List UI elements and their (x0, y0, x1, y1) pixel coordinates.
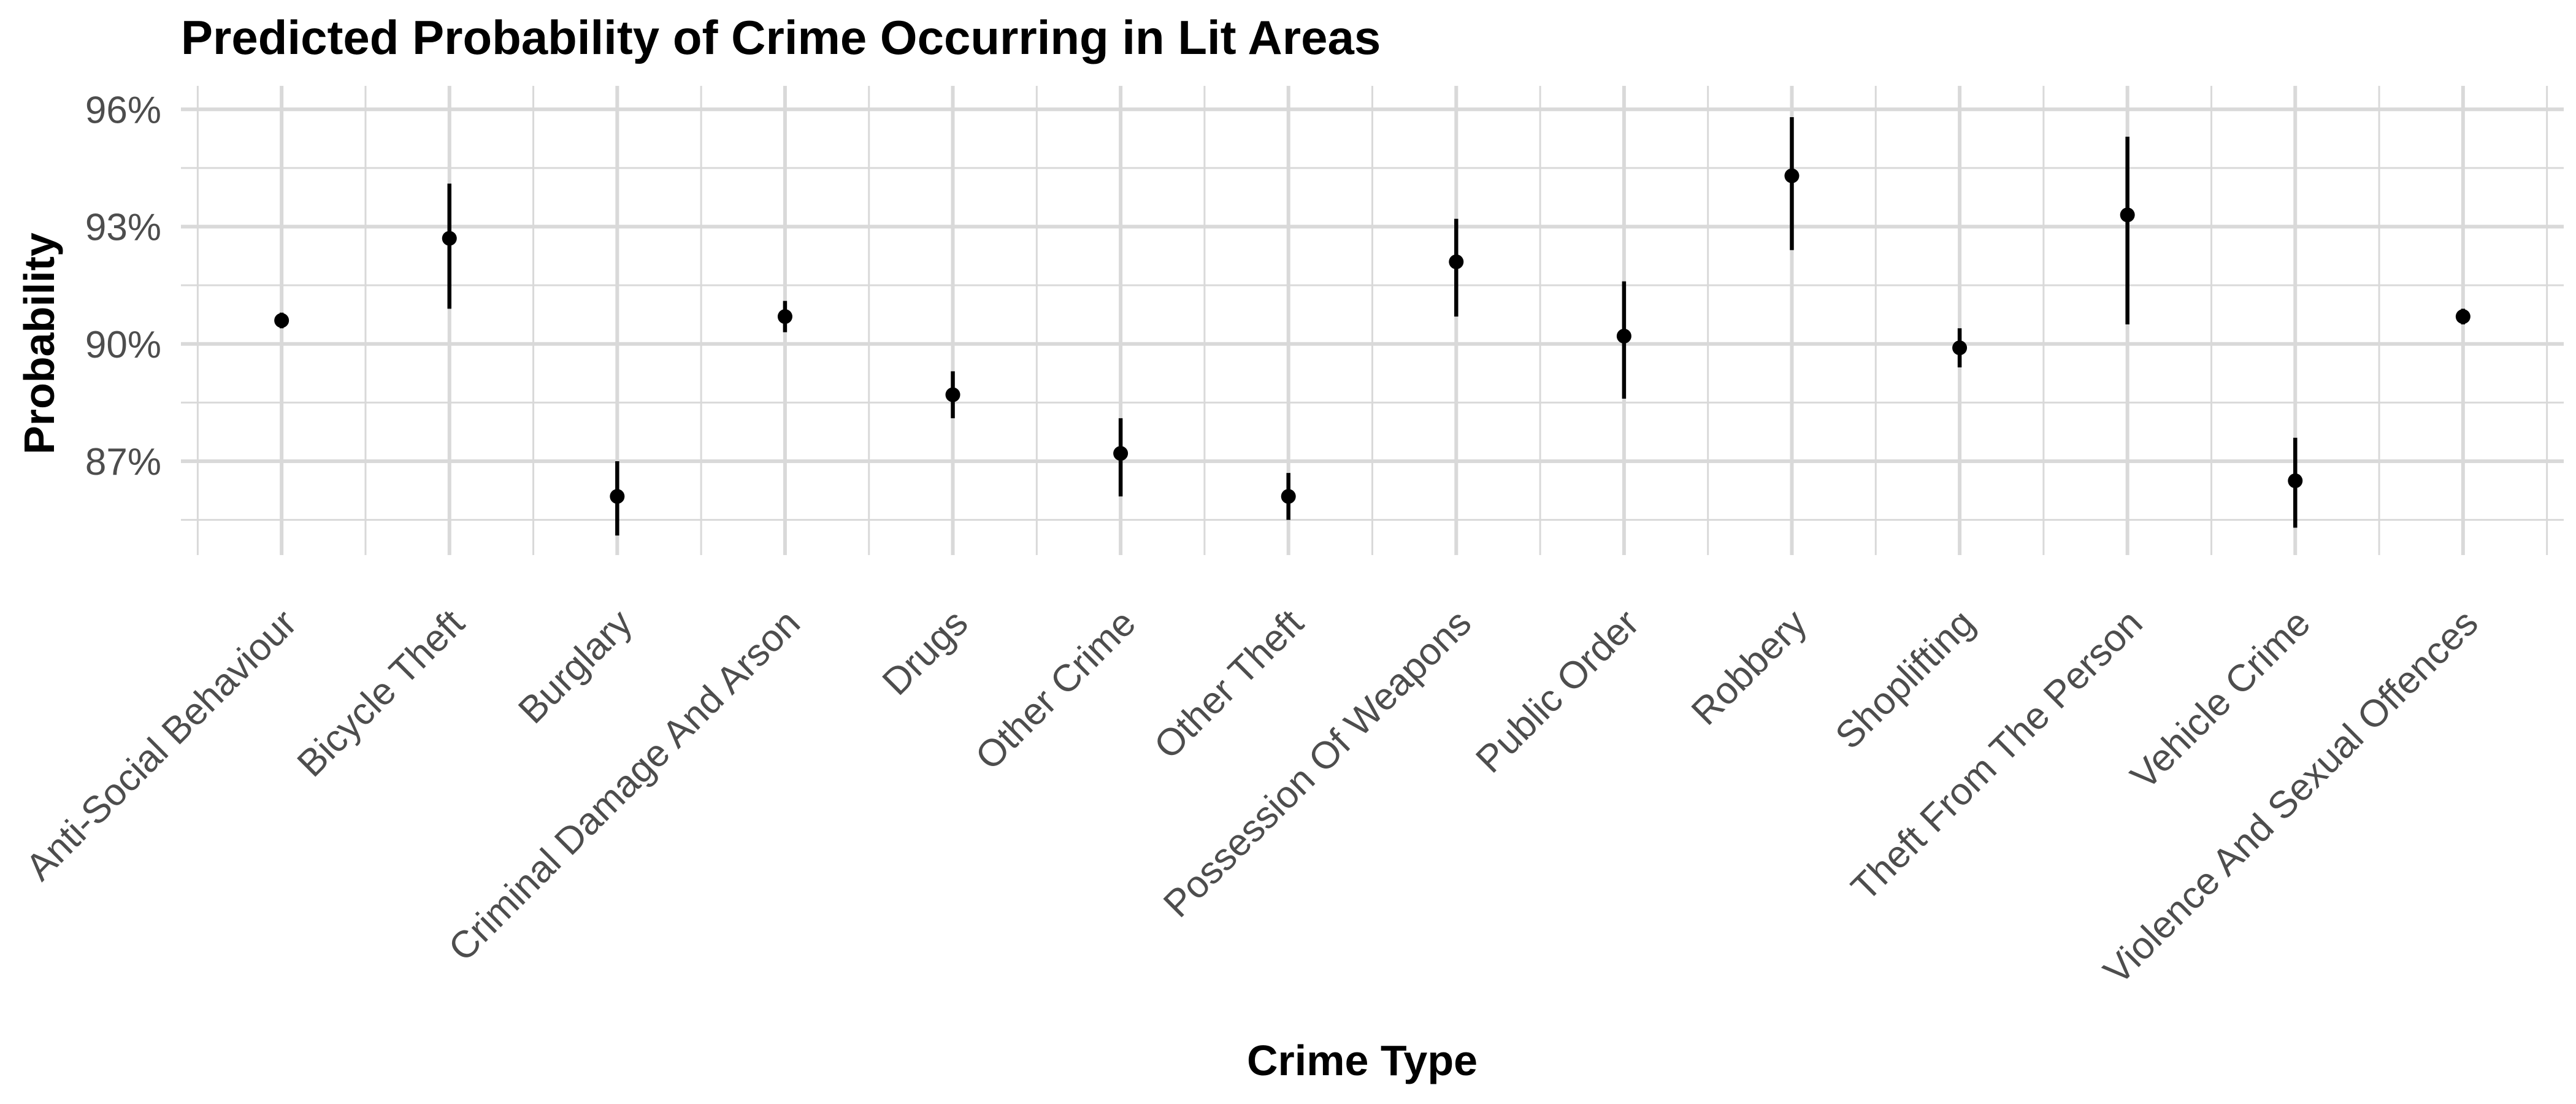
data-point (945, 387, 960, 402)
data-point (1281, 489, 1296, 504)
y-tick-labels: 87% 90% 93% 96% (85, 89, 161, 483)
x-tick-label: Violence And Sexual Offences (2096, 602, 2486, 992)
x-tick-label: Other Crime (967, 602, 1144, 778)
x-tick-label: Robbery (1684, 602, 1815, 734)
y-tick-label: 90% (85, 324, 161, 366)
data-point (1784, 168, 1800, 183)
data-point (2455, 309, 2471, 324)
y-tick-label: 87% (85, 441, 161, 483)
x-tick-label: Shoplifting (1827, 602, 1983, 757)
points (274, 168, 2471, 504)
y-axis-title: Probability (15, 232, 63, 454)
data-point (1449, 254, 1464, 269)
data-point (2288, 473, 2303, 488)
x-tick-label: Other Theft (1146, 602, 1312, 767)
x-tick-label: Drugs (875, 602, 976, 703)
x-tick-label: Theft From The Person (1843, 602, 2150, 909)
data-point (2120, 207, 2135, 223)
x-tick-label: Public Order (1468, 602, 1647, 781)
data-point (1616, 329, 1631, 343)
y-tick-label: 96% (85, 89, 161, 131)
grid-lines (181, 86, 2564, 555)
y-tick-label: 93% (85, 207, 161, 249)
data-point (1113, 446, 1129, 461)
data-point (274, 313, 289, 328)
x-tick-label: Criminal Damage And Arson (440, 602, 808, 970)
x-tick-label: Possession Of Weapons (1156, 602, 1479, 926)
x-tick-label: Anti-Social Behaviour (18, 602, 305, 889)
x-axis-title: Crime Type (1247, 1037, 1478, 1084)
x-tick-label: Bicycle Theft (289, 602, 473, 785)
chart-title: Predicted Probability of Crime Occurring… (181, 10, 1381, 64)
data-point (777, 309, 792, 324)
data-point (610, 489, 625, 504)
x-tick-label: Burglary (510, 602, 640, 732)
data-point (1952, 340, 1968, 356)
data-point (442, 231, 457, 246)
